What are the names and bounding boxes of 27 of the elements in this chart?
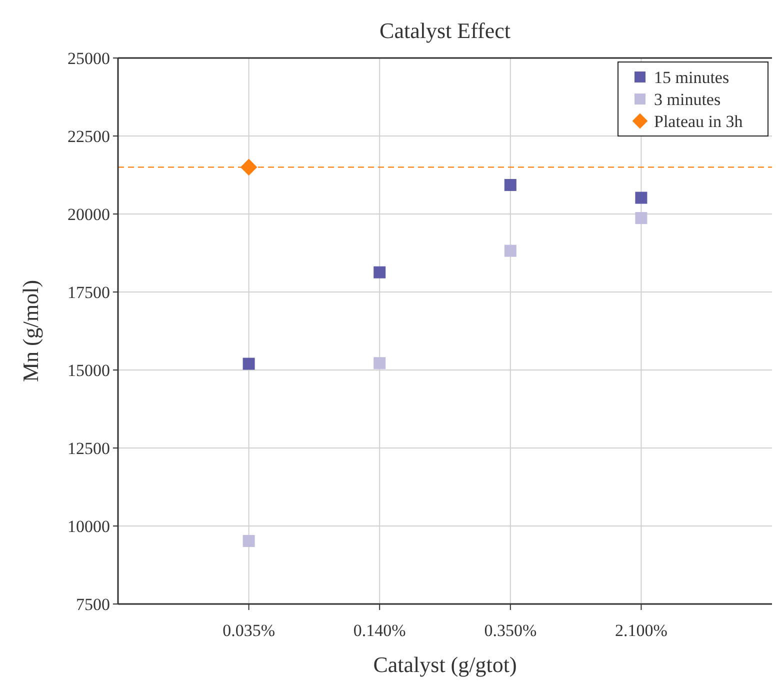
x-tick-label: 0.140% xyxy=(353,621,406,640)
point xyxy=(240,158,258,176)
point xyxy=(635,192,648,204)
y-tick-label: 12500 xyxy=(68,438,110,458)
y-tick-label: 17500 xyxy=(68,282,110,302)
point xyxy=(504,244,516,257)
chart-title: Catalyst Effect xyxy=(380,18,510,43)
point xyxy=(374,266,386,278)
x-tick-label: 0.350% xyxy=(484,621,537,640)
x-axis-title: Catalyst (g/gtot) xyxy=(373,652,517,677)
y-tick-label: 15000 xyxy=(68,360,110,380)
point xyxy=(504,178,516,191)
legend-label: 3 minutes xyxy=(654,90,721,109)
y-tick-label: 10000 xyxy=(68,516,110,536)
point xyxy=(374,357,386,370)
y-tick-label: 22500 xyxy=(68,126,110,146)
x-tick-label: 0.035% xyxy=(222,621,276,640)
legend-label: Plateau in 3h xyxy=(654,112,744,131)
legend-label: 15 minutes xyxy=(654,68,730,87)
y-tick-label: 25000 xyxy=(68,48,110,68)
y-axis-title: Mn (g/mol) xyxy=(18,280,43,382)
point xyxy=(242,358,255,370)
point xyxy=(242,534,255,547)
point xyxy=(635,212,648,224)
x-tick-label: 2.100% xyxy=(614,621,668,640)
y-tick-label: 20000 xyxy=(68,204,110,224)
y-tick-label: 7500 xyxy=(76,594,110,614)
